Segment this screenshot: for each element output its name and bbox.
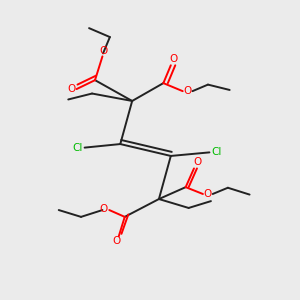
Text: O: O [100, 204, 108, 214]
Text: O: O [112, 236, 121, 246]
Text: O: O [194, 158, 202, 167]
Text: O: O [203, 189, 212, 199]
Text: O: O [183, 85, 191, 96]
Text: Cl: Cl [72, 142, 83, 153]
Text: O: O [99, 46, 107, 56]
Text: Cl: Cl [212, 147, 222, 158]
Text: O: O [67, 84, 75, 94]
Text: O: O [169, 54, 177, 64]
